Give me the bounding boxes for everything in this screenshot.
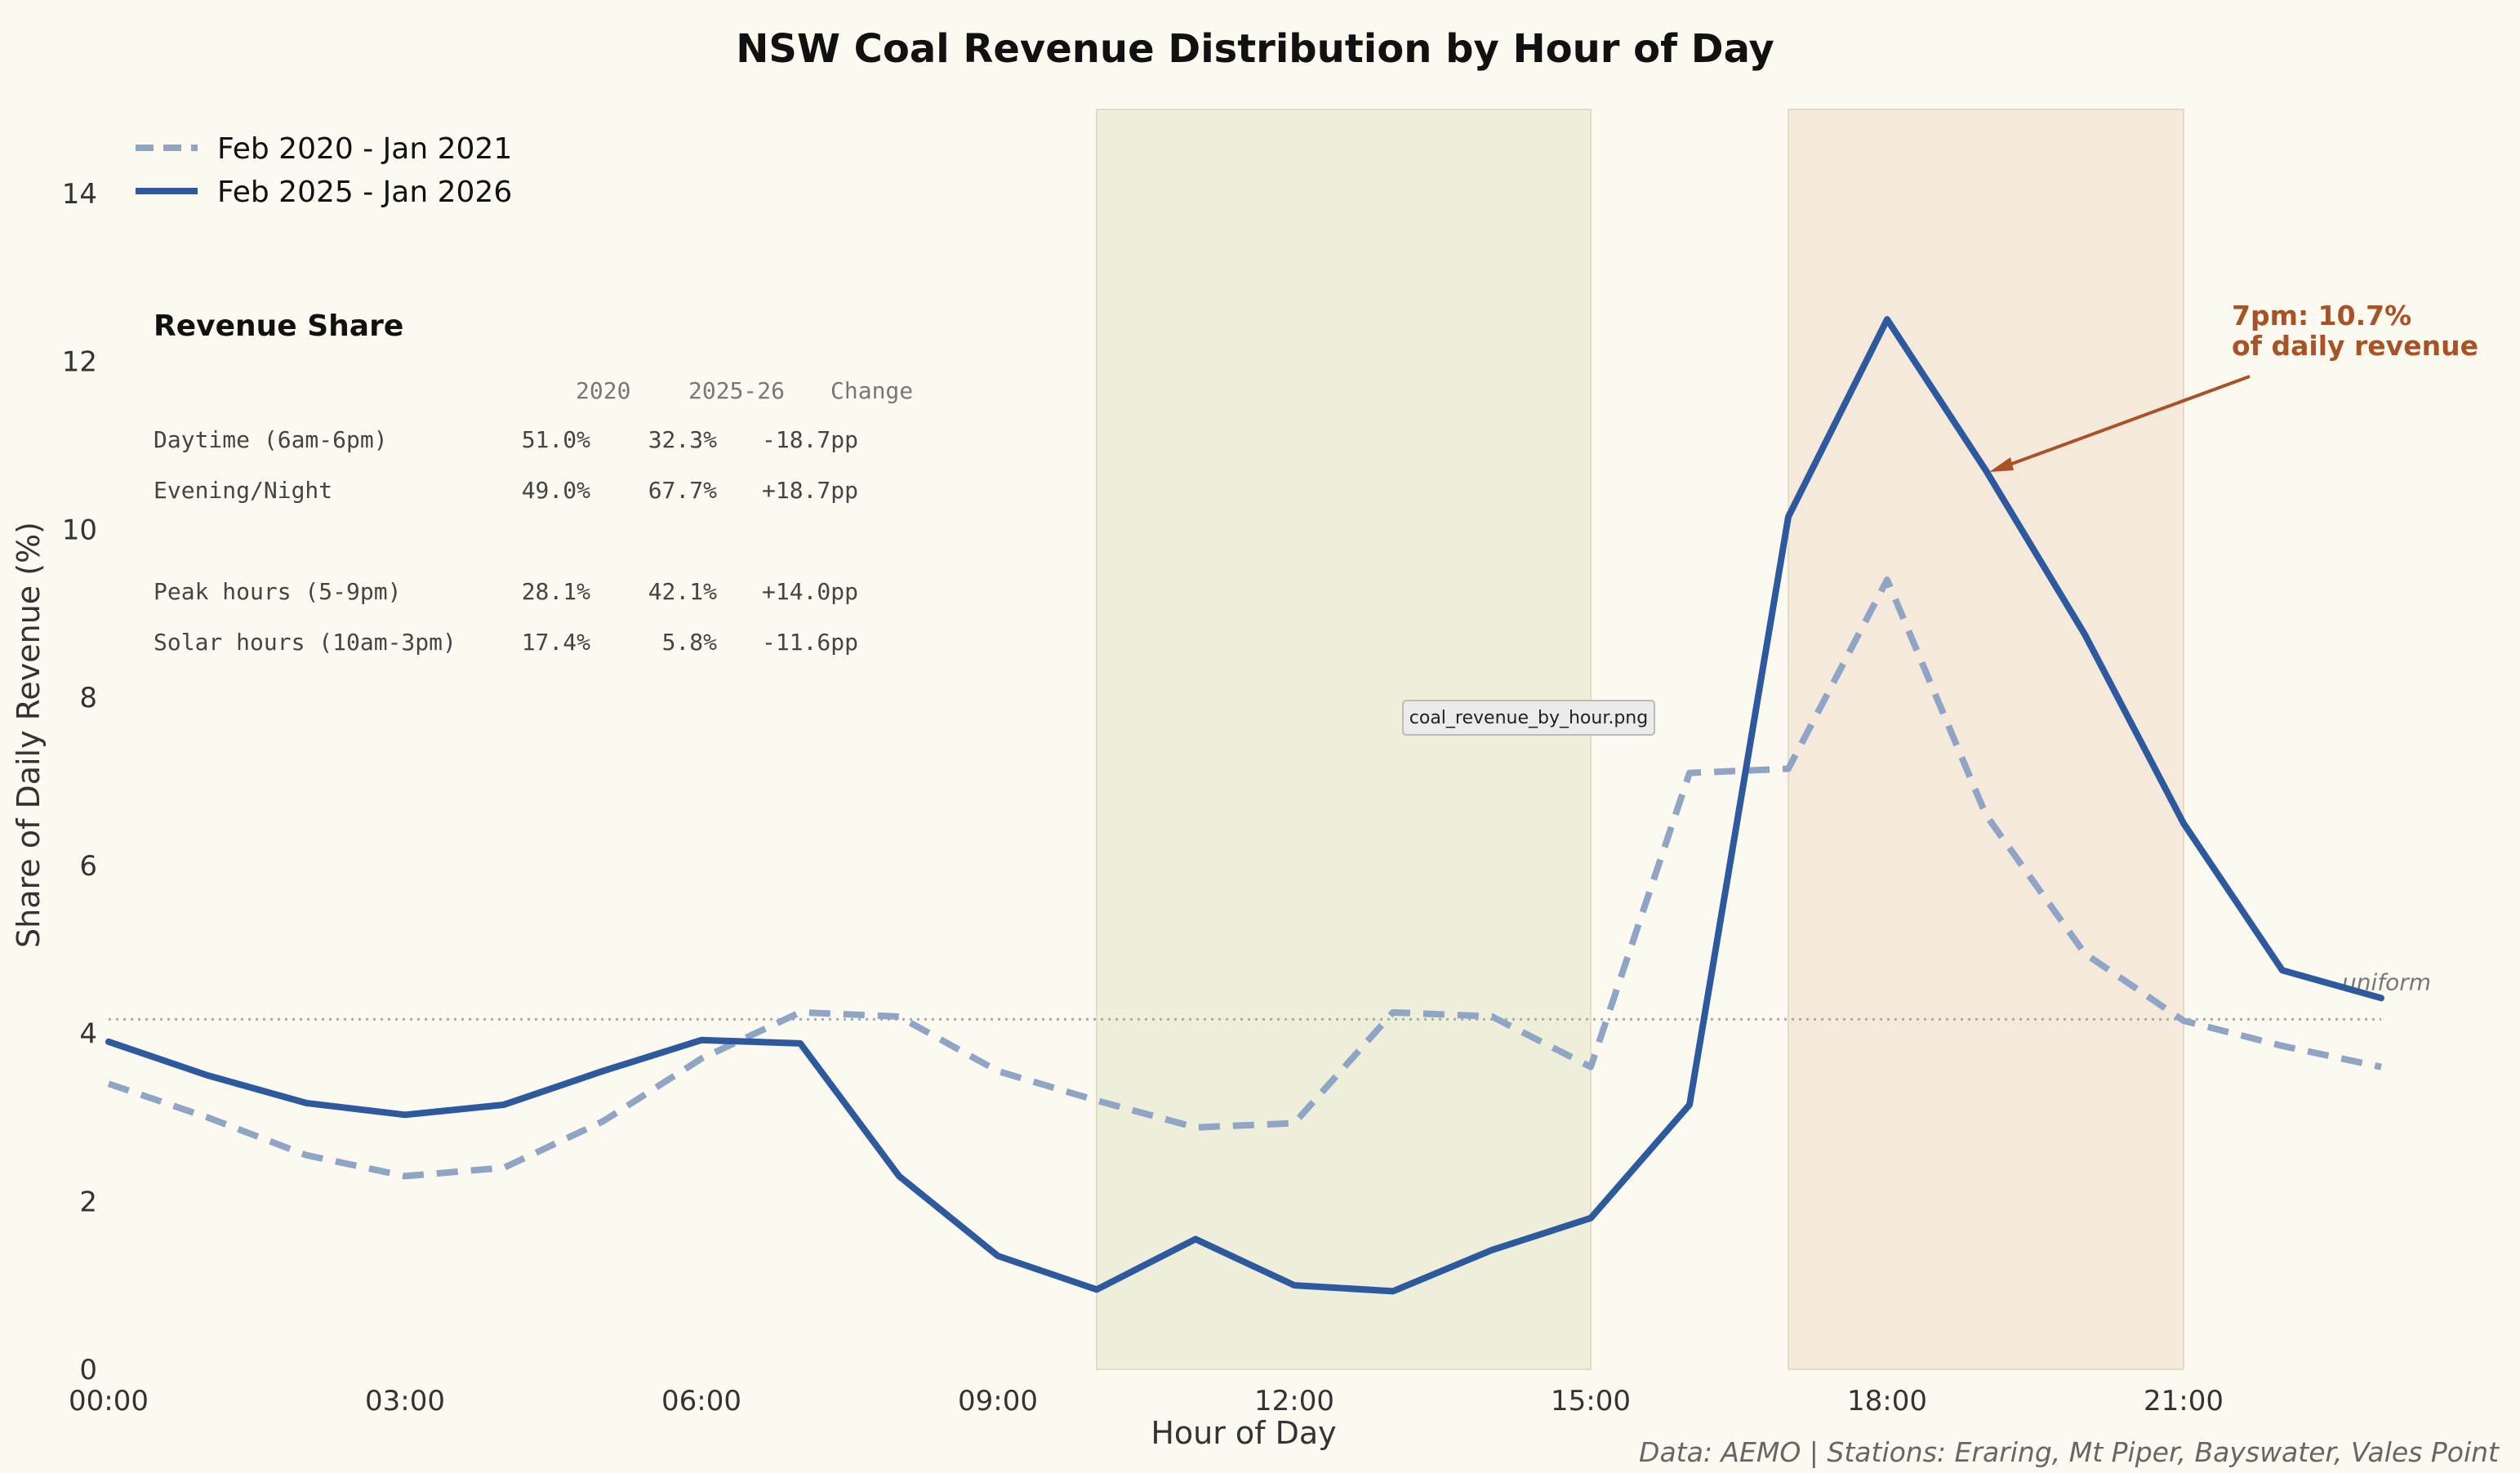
source-note: Data: AEMO | Stations: Eraring, Mt Piper… — [1639, 1436, 2500, 1468]
y-tick-label: 6 — [79, 850, 97, 883]
x-tick-label: 12:00 — [1254, 1385, 1334, 1417]
table-row-label: Peak hours (5-9pm) — [154, 578, 401, 605]
legend-label-2020: Feb 2020 - Jan 2021 — [217, 132, 512, 166]
table-cell: 32.3% — [648, 426, 717, 453]
x-tick-label: 09:00 — [958, 1385, 1038, 1417]
table-row-label: Evening/Night — [154, 477, 332, 504]
tooltip-text: coal_revenue_by_hour.png — [1409, 708, 1648, 728]
table-cell: +14.0pp — [762, 578, 858, 605]
y-tick-label: 8 — [79, 682, 97, 714]
x-tick-label: 21:00 — [2144, 1385, 2224, 1417]
shaded-regions — [1096, 109, 2184, 1370]
table-title: Revenue Share — [154, 309, 403, 343]
chart-title: NSW Coal Revenue Distribution by Hour of… — [736, 26, 1774, 72]
y-tick-label: 2 — [79, 1186, 97, 1218]
annotation-arrow-head — [1989, 457, 2014, 472]
revenue-share-table: Revenue Share 2020 2025-26 Change Daytim… — [154, 309, 913, 656]
x-tick-label: 15:00 — [1551, 1385, 1631, 1417]
table-header-2025: 2025-26 — [688, 377, 785, 404]
table-cell: -11.6pp — [762, 629, 858, 656]
table-cell: 28.1% — [522, 578, 590, 605]
table-cell: 49.0% — [522, 477, 590, 504]
table-cell: 17.4% — [522, 629, 590, 656]
y-tick-label: 14 — [62, 178, 97, 211]
shaded-region-1 — [1788, 109, 2184, 1370]
filename-tooltip: coal_revenue_by_hour.png — [1402, 700, 1655, 736]
table-cell: -18.7pp — [762, 426, 858, 453]
x-tick-label: 18:00 — [1847, 1385, 1927, 1417]
y-tick-label: 0 — [79, 1354, 97, 1386]
x-tick-label: 03:00 — [365, 1385, 445, 1417]
table-row-label: Solar hours (10am-3pm) — [154, 629, 456, 656]
peak-annotation: 7pm: 10.7% of daily revenue — [1989, 300, 2478, 472]
table-cell: +18.7pp — [762, 477, 858, 504]
annotation-line1: 7pm: 10.7% — [2232, 300, 2411, 332]
legend: Feb 2020 - Jan 2021 Feb 2025 - Jan 2026 — [136, 132, 512, 209]
y-tick-label: 12 — [62, 346, 97, 379]
tooltip-box — [1402, 700, 1655, 736]
annotation-line2: of daily revenue — [2232, 330, 2478, 362]
x-tick-label: 06:00 — [661, 1385, 741, 1417]
table-row-label: Daytime (6am-6pm) — [154, 426, 388, 453]
series-line-0 — [107, 576, 2382, 1180]
y-tick-label: 4 — [79, 1018, 97, 1051]
series-group — [105, 316, 2384, 1295]
y-ticks: 0 2 4 6 8 10 12 14 — [62, 178, 97, 1386]
series-line-1 — [105, 316, 2384, 1295]
annotation-arrow-shaft — [2000, 375, 2251, 469]
y-tick-label: 10 — [62, 514, 97, 546]
table-cell: 5.8% — [662, 629, 718, 656]
x-ticks: 00:00 03:00 06:00 09:00 12:00 15:00 18:00 21:00 — [69, 1385, 2224, 1417]
table-cell: 67.7% — [648, 477, 717, 504]
x-axis-title: Hour of Day — [1151, 1415, 1336, 1451]
table-cell: 51.0% — [522, 426, 590, 453]
shaded-region-0 — [1096, 109, 1592, 1370]
table-header-2020: 2020 — [576, 377, 630, 404]
x-tick-label: 00:00 — [69, 1385, 149, 1417]
legend-label-2025: Feb 2025 - Jan 2026 — [217, 176, 512, 209]
y-axis-title: Share of Daily Revenue (%) — [11, 522, 47, 948]
table-header-change: Change — [830, 377, 913, 404]
table-cell: 42.1% — [648, 578, 717, 605]
